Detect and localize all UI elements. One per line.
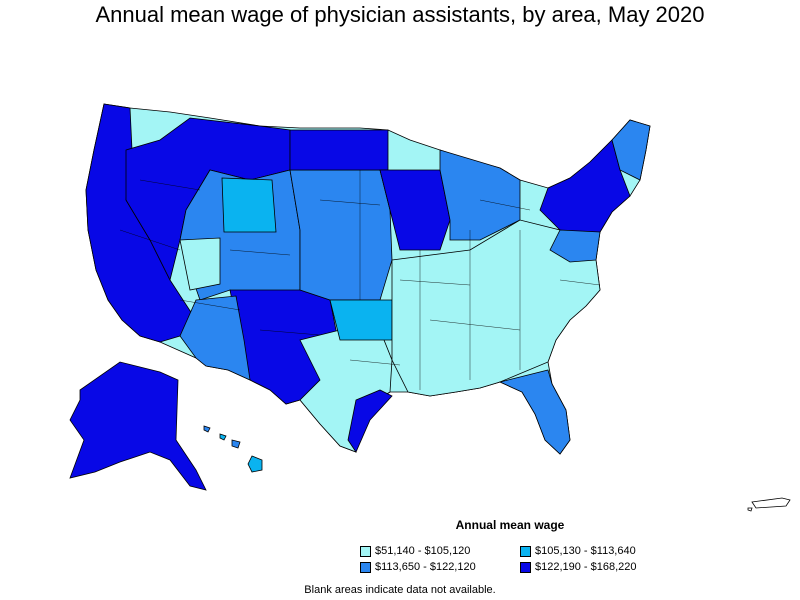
north-dakota-region [289, 129, 389, 171]
legend-label-4: $122,190 - $168,220 [535, 561, 637, 573]
wyoming-region [221, 177, 277, 233]
florida-region [498, 369, 571, 455]
legend-swatch-2 [520, 545, 531, 557]
area-boundaries [119, 170, 601, 390]
legend-swatch-4 [520, 561, 531, 573]
legend-label-3: $113,650 - $122,120 [375, 561, 476, 573]
arizona-region [179, 295, 251, 381]
map-title: Annual mean wage of physician assistants… [95, 2, 705, 27]
legend-item-4: $122,190 - $168,220 [520, 561, 637, 573]
plains-region [289, 169, 393, 301]
legend-label-1: $51,140 - $105,120 [375, 545, 471, 557]
legend-item-2: $105,130 - $113,640 [520, 545, 636, 557]
utah-region [179, 237, 221, 291]
mid-atlantic-region [549, 229, 601, 263]
puerto-rico [751, 497, 791, 509]
legend-title: Annual mean wage [455, 518, 565, 532]
footnote: Blank areas indicate data not available. [304, 584, 496, 596]
alaska-region [69, 361, 207, 491]
hawaii-islet [203, 425, 211, 433]
hawaii-island [247, 455, 263, 473]
great-lakes-region [439, 149, 521, 241]
legend-label-2: $105,130 - $113,640 [535, 545, 636, 557]
legend-swatch-3 [360, 561, 371, 573]
virgin-islands [747, 507, 753, 512]
oklahoma-region [329, 299, 393, 341]
texas-coast-region [347, 389, 393, 453]
southeast-region [391, 219, 601, 397]
legend-item-3: $113,650 - $122,120 [360, 561, 476, 573]
hawaii-islet [219, 433, 227, 441]
legend-swatch-1 [360, 545, 371, 557]
legend-item-1: $51,140 - $105,120 [360, 545, 470, 557]
hawaii-islet [231, 439, 241, 449]
maine-region [611, 119, 651, 181]
northeast-region [539, 139, 631, 237]
